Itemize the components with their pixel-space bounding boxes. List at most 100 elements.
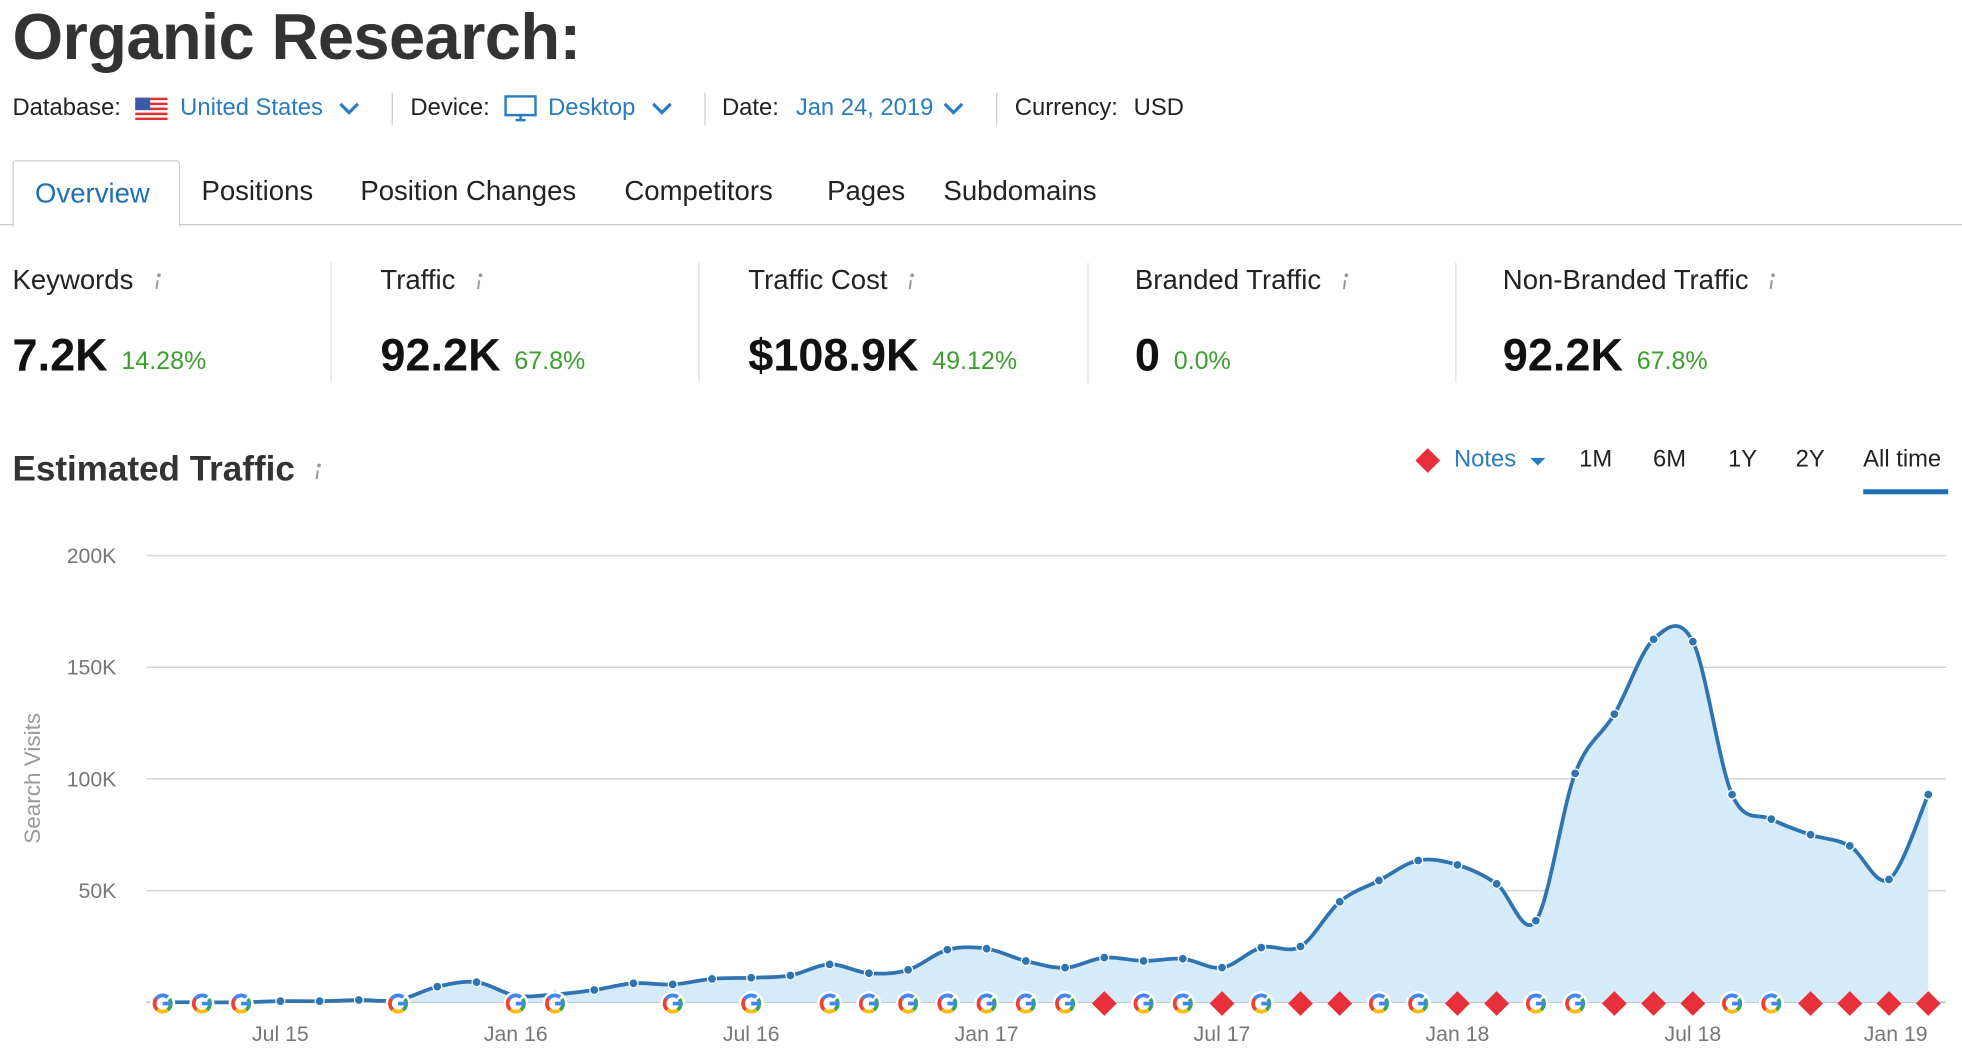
range-button[interactable]: All time: [1863, 446, 1942, 473]
metric-change: 67.8%: [514, 347, 586, 376]
y-axis-label: Search Visits: [20, 713, 45, 844]
y-tick-label: 200K: [67, 544, 117, 568]
google-update-icon: [934, 991, 960, 1017]
icon-arc: [976, 997, 983, 1012]
notes-button[interactable]: Notes: [1454, 446, 1517, 473]
metric-label: Non-Branded Traffic: [1502, 264, 1749, 296]
info-icon[interactable]: [473, 272, 486, 292]
metric-label: Keywords: [12, 264, 134, 296]
x-tick-label: Jul 15: [252, 1022, 309, 1046]
active-tab-box: [12, 160, 181, 228]
section-title: Estimated Traffic: [12, 449, 295, 489]
metric-change: 14.28%: [121, 347, 207, 376]
chevron[interactable]: [651, 100, 674, 118]
google-update-icon: [1719, 991, 1745, 1017]
filter-value[interactable]: Desktop: [548, 95, 636, 122]
point: [1413, 855, 1424, 866]
tab[interactable]: Pages: [827, 175, 906, 207]
icon-arc: [743, 993, 758, 1000]
info-icon[interactable]: [1339, 272, 1352, 292]
tab[interactable]: Subdomains: [943, 175, 1097, 207]
tab[interactable]: Position Changes: [360, 175, 577, 207]
point: [1334, 896, 1345, 907]
point: [1923, 789, 1934, 800]
icon-arc: [1761, 997, 1768, 1012]
x-tick-label: Jan 17: [955, 1022, 1019, 1046]
metric-value: 0: [1134, 329, 1160, 381]
point: [275, 996, 286, 1007]
icon-arc: [195, 1008, 209, 1014]
y-tick-label: 50K: [79, 879, 117, 903]
point: [1256, 942, 1267, 953]
flag-icon: [135, 97, 168, 121]
point: [981, 943, 992, 954]
filter-value[interactable]: Jan 24, 2019: [795, 95, 934, 122]
metric-value: $108.9K: [748, 329, 919, 381]
icon-arc: [391, 1008, 405, 1014]
info-icon[interactable]: [151, 272, 164, 292]
divider: [330, 262, 332, 383]
icon-arc: [233, 993, 248, 1000]
google-update-icon: [542, 991, 568, 1017]
range-button[interactable]: 1M: [1579, 446, 1613, 473]
icon-arc: [940, 1008, 954, 1014]
divider: [704, 92, 706, 126]
metric-label: Branded Traffic: [1134, 264, 1322, 296]
point: [1452, 859, 1463, 871]
range-button[interactable]: 2Y: [1795, 446, 1825, 473]
icon-arc: [1764, 1008, 1778, 1014]
filter-label: Device:: [410, 95, 490, 122]
icon-arc: [1176, 1008, 1190, 1014]
icon-arc: [155, 1008, 169, 1014]
chevron[interactable]: [338, 100, 361, 118]
icon-arc: [1725, 1008, 1739, 1014]
metric-change: 0.0%: [1173, 347, 1231, 376]
point: [471, 977, 482, 988]
icon-arc: [1015, 997, 1022, 1012]
icon-arc: [231, 997, 238, 1012]
notes-diamond: [1415, 448, 1441, 473]
point: [1687, 636, 1698, 647]
point: [1177, 953, 1188, 964]
tab[interactable]: Overview: [35, 177, 150, 209]
icon-arc: [901, 1008, 915, 1014]
point: [1570, 768, 1581, 779]
info-icon[interactable]: [905, 272, 918, 292]
filter-label: Currency:: [1014, 95, 1118, 122]
y-tick-label: 100K: [67, 767, 117, 791]
icon-arc: [1372, 1008, 1386, 1014]
icon-arc: [1057, 993, 1072, 1000]
info-icon[interactable]: [1766, 272, 1779, 292]
chevron[interactable]: [942, 100, 965, 118]
icon-arc: [900, 993, 915, 1000]
point: [1138, 955, 1149, 967]
icon-arc: [234, 1008, 248, 1014]
x-tick-label: Jul 16: [723, 1022, 780, 1046]
point: [353, 994, 364, 1006]
area: [162, 626, 1929, 1003]
point: [1059, 962, 1071, 973]
point: [1648, 634, 1659, 645]
info-icon[interactable]: [312, 462, 325, 482]
tab[interactable]: Competitors: [624, 175, 773, 207]
metric-change: 67.8%: [1636, 347, 1708, 376]
tab[interactable]: Positions: [201, 175, 314, 207]
icon-arc: [507, 993, 523, 1000]
range-button[interactable]: 1Y: [1728, 446, 1758, 473]
metric-label: Traffic: [380, 264, 456, 296]
x-tick-label: Jul 17: [1194, 1022, 1251, 1046]
caret[interactable]: [1529, 455, 1547, 468]
x-tick-label: Jul 18: [1664, 1022, 1721, 1046]
icon-arc: [548, 1008, 562, 1014]
filter-value[interactable]: United States: [180, 95, 323, 122]
icon-arc: [152, 997, 159, 1012]
x-tick-label: Jan 16: [484, 1022, 548, 1046]
range-button[interactable]: 6M: [1652, 446, 1687, 473]
icon-arc: [939, 993, 954, 1000]
icon-arc: [662, 997, 669, 1012]
icon-arc: [898, 997, 905, 1012]
divider: [1087, 262, 1089, 383]
point: [746, 972, 757, 983]
google-update-icon: [503, 991, 529, 1017]
